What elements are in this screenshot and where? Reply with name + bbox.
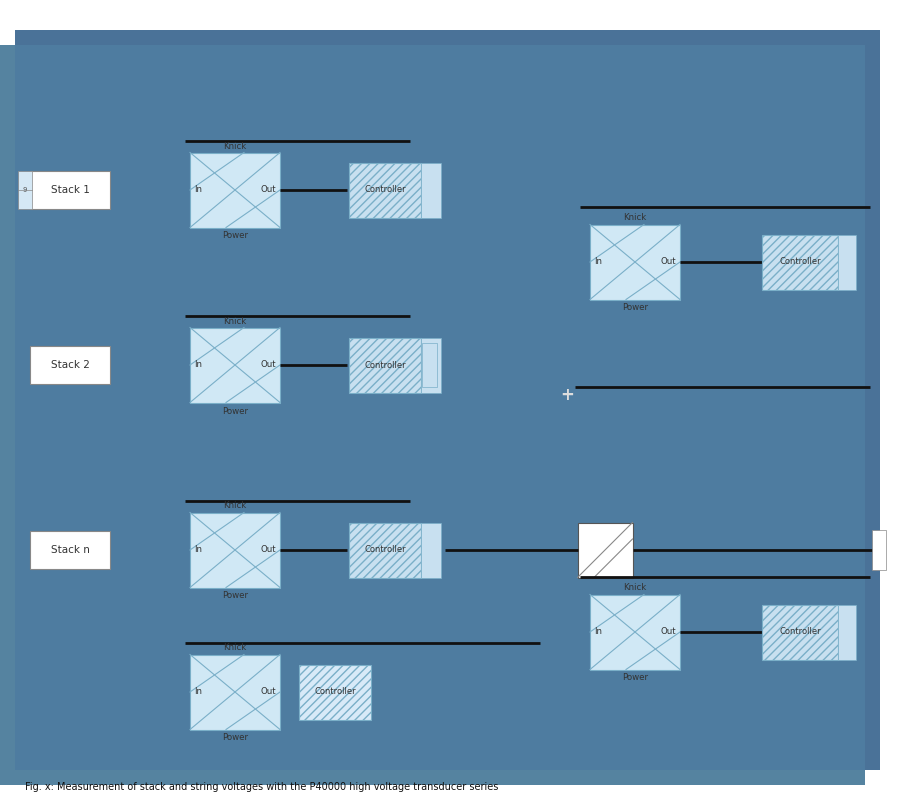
Text: Stack 2: Stack 2 (50, 360, 89, 370)
Text: +: + (560, 386, 574, 404)
Bar (30, 531, 110, 569)
Text: Power: Power (222, 734, 248, 742)
Text: In: In (194, 686, 202, 695)
Bar (590, 594, 680, 670)
Text: In: In (194, 545, 202, 554)
Bar (190, 654, 280, 730)
Text: Knick: Knick (223, 317, 247, 326)
Bar (421, 338, 441, 393)
Text: Out: Out (260, 185, 276, 194)
Text: Fig. x: Measurement of stack and string voltages with the P40000 high voltage tr: Fig. x: Measurement of stack and string … (25, 782, 499, 792)
Text: Controller: Controller (364, 186, 406, 194)
Text: Controller: Controller (779, 258, 821, 266)
Text: Knick: Knick (624, 583, 646, 593)
Text: Knick: Knick (223, 643, 247, 653)
Text: Stack 1: Stack 1 (50, 185, 89, 195)
Bar (578, 522, 633, 578)
Bar (349, 162, 421, 218)
Bar (30, 346, 110, 384)
Text: Controller: Controller (364, 361, 406, 370)
Bar (422, 343, 437, 387)
Bar (872, 530, 886, 570)
Bar (30, 171, 110, 209)
Bar (190, 153, 280, 227)
Bar (590, 225, 680, 299)
Text: Controller: Controller (779, 627, 821, 637)
Text: Power: Power (222, 231, 248, 241)
Text: Knick: Knick (624, 214, 646, 222)
Text: In: In (594, 626, 602, 635)
Text: Knick: Knick (223, 502, 247, 510)
Text: In: In (194, 359, 202, 369)
Bar (838, 605, 856, 659)
Bar (190, 513, 280, 587)
Bar (421, 162, 441, 218)
Text: Controller: Controller (314, 687, 356, 697)
Bar (18, 171, 32, 209)
FancyBboxPatch shape (0, 45, 865, 785)
Bar (421, 522, 441, 578)
Text: Out: Out (661, 626, 676, 635)
Text: Out: Out (260, 545, 276, 554)
Bar (838, 234, 856, 290)
Text: Out: Out (260, 686, 276, 695)
Text: Power: Power (222, 591, 248, 601)
Text: 9: 9 (22, 187, 27, 193)
FancyBboxPatch shape (15, 30, 880, 770)
Bar (190, 327, 280, 402)
Bar (762, 234, 838, 290)
Text: In: In (194, 185, 202, 194)
Text: In: In (594, 257, 602, 266)
Text: Stack n: Stack n (50, 545, 89, 555)
Bar (762, 605, 838, 659)
Text: Power: Power (222, 406, 248, 415)
Text: Power: Power (622, 674, 648, 682)
Text: Out: Out (661, 257, 676, 266)
Text: Controller: Controller (364, 546, 406, 554)
Bar (349, 338, 421, 393)
Bar (349, 522, 421, 578)
FancyBboxPatch shape (15, 45, 865, 770)
Text: Knick: Knick (223, 142, 247, 150)
Bar (299, 665, 371, 719)
Text: Out: Out (260, 359, 276, 369)
Text: Power: Power (622, 303, 648, 313)
